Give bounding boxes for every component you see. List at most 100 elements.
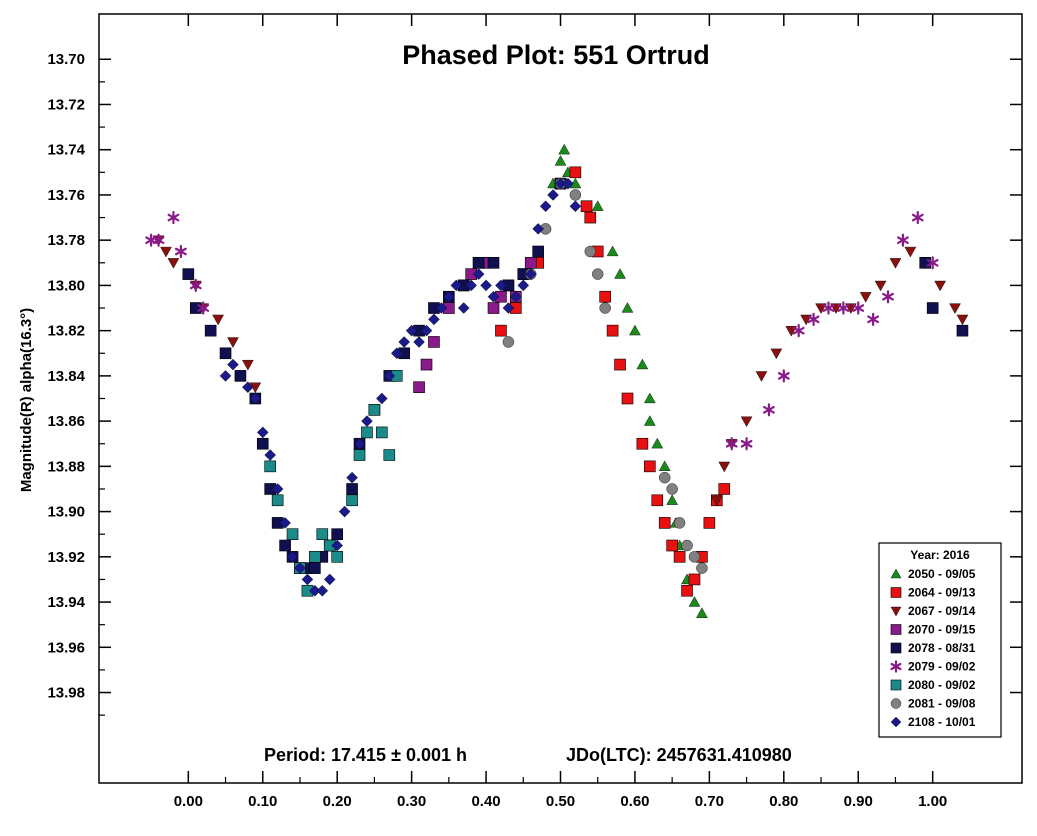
data-point	[956, 324, 969, 337]
data-point	[495, 324, 507, 337]
data-point	[301, 573, 314, 586]
data-point	[353, 449, 366, 461]
data-point	[189, 278, 202, 293]
legend-label: 2070 - 09/15	[908, 623, 976, 637]
y-tick-label: 13.98	[47, 685, 85, 702]
data-point	[450, 279, 463, 292]
x-tick-label: 0.70	[695, 793, 724, 810]
series-8	[219, 177, 582, 597]
data-point	[837, 301, 850, 315]
x-tick-label: 0.80	[769, 793, 798, 810]
data-point	[219, 347, 232, 360]
data-point	[956, 314, 969, 326]
legend-label: 2050 - 09/05	[908, 567, 976, 581]
data-point	[495, 279, 507, 292]
data-point	[316, 584, 329, 597]
data-point	[584, 211, 597, 224]
data-point	[911, 210, 924, 225]
legend-label: 2064 - 09/13	[908, 586, 976, 600]
data-point	[174, 244, 187, 259]
data-point	[376, 426, 388, 439]
data-point	[792, 324, 805, 338]
legend-marker	[890, 679, 902, 691]
data-point	[383, 370, 396, 382]
y-tick-label: 13.96	[47, 639, 85, 656]
data-point	[219, 370, 232, 382]
x-tick-label: 0.30	[397, 793, 426, 810]
data-point	[777, 369, 790, 383]
data-point	[688, 551, 701, 563]
data-point	[718, 483, 731, 495]
data-point	[376, 392, 388, 405]
data-point	[413, 381, 425, 393]
data-point	[591, 200, 604, 211]
data-point	[212, 314, 224, 326]
y-tick-label: 13.88	[47, 458, 85, 475]
data-point	[420, 324, 433, 337]
data-point	[390, 347, 403, 360]
data-point	[167, 258, 180, 269]
data-point	[547, 189, 559, 201]
data-point	[874, 280, 887, 292]
data-point	[614, 268, 626, 279]
data-point	[167, 210, 180, 225]
data-point	[286, 528, 299, 541]
data-point	[420, 358, 433, 371]
data-point	[398, 336, 410, 348]
data-point	[740, 416, 753, 428]
data-point	[592, 268, 604, 280]
data-point	[361, 415, 373, 427]
legend-marker	[890, 698, 902, 709]
data-point	[755, 371, 768, 382]
data-point	[487, 302, 500, 314]
data-point	[658, 517, 671, 529]
data-point	[562, 177, 574, 190]
data-point	[428, 313, 440, 326]
chart-title: Phased Plot: 551 Ortrud	[402, 40, 710, 70]
data-point	[643, 392, 656, 404]
data-point	[725, 437, 738, 451]
data-point	[822, 301, 835, 315]
data-point	[666, 539, 678, 552]
data-point	[271, 483, 284, 495]
data-point	[584, 245, 596, 258]
data-point	[271, 494, 284, 507]
data-point	[309, 551, 321, 563]
legend-marker	[890, 568, 902, 579]
data-point	[696, 562, 708, 574]
data-point	[413, 336, 425, 348]
y-tick-label: 13.90	[47, 504, 85, 521]
data-point	[227, 358, 239, 371]
data-point	[636, 358, 649, 370]
data-point	[614, 358, 626, 371]
data-point	[264, 449, 276, 461]
data-point	[621, 392, 634, 405]
data-point	[435, 302, 448, 314]
data-point	[361, 426, 373, 439]
legend-marker	[890, 587, 902, 598]
legend-marker	[890, 606, 902, 617]
y-tick-label: 13.94	[47, 594, 85, 611]
data-point	[643, 415, 656, 426]
data-point	[681, 539, 693, 552]
data-point	[919, 256, 932, 269]
data-point	[227, 337, 239, 348]
y-tick-label: 13.82	[47, 323, 85, 340]
data-point	[517, 279, 530, 292]
data-point	[644, 460, 656, 473]
data-point	[666, 483, 678, 495]
data-point	[740, 437, 753, 451]
data-point	[629, 324, 641, 336]
x-tick-label: 0.50	[546, 793, 575, 810]
data-point	[606, 324, 619, 337]
data-point	[636, 437, 649, 450]
data-point	[457, 302, 470, 314]
data-point	[152, 233, 165, 247]
epoch-label: JDo(LTC): 2457631.410980	[566, 745, 792, 765]
data-point	[852, 301, 865, 315]
data-point	[926, 302, 939, 314]
x-tick-label: 0.10	[248, 793, 277, 810]
series-5	[145, 210, 939, 451]
